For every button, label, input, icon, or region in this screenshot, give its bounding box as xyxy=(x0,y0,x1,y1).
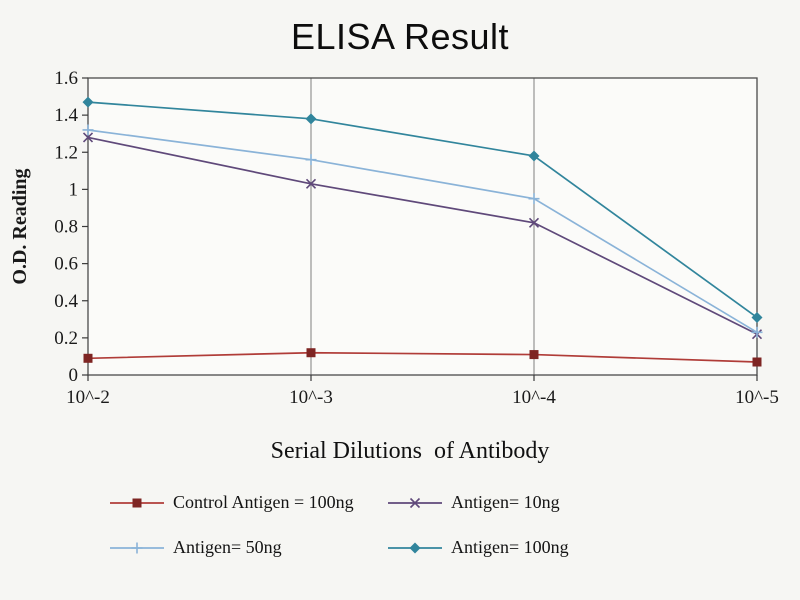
plot-background xyxy=(88,78,757,375)
legend: Control Antigen = 100ng Antigen= 10ng An… xyxy=(108,492,569,558)
y-tick-label: 1.2 xyxy=(54,142,78,163)
legend-key-icon xyxy=(110,542,164,553)
y-tick-label: 1.6 xyxy=(54,68,78,89)
legend-item-antigen-10ng: Antigen= 10ng xyxy=(386,492,569,513)
legend-item-antigen-50ng: Antigen= 50ng xyxy=(108,537,386,558)
y-tick-label: 0.4 xyxy=(54,291,78,312)
chart-title: ELISA Result xyxy=(290,16,510,57)
series-line xyxy=(87,101,758,319)
legend-key-icon xyxy=(388,542,442,553)
legend-key-icon xyxy=(110,498,164,507)
y-axis-title: O.D. Reading xyxy=(9,168,31,284)
y-tick-label: 0.2 xyxy=(54,328,78,349)
plot-area: 0 0.2 0.4 0.6 0.8 1 1.2 1.4 1.6 10^-2 10^-3 10^-4 10… xyxy=(9,68,779,408)
y-tick-label: 1 xyxy=(69,179,79,200)
legend-item-label: Antigen= 100ng xyxy=(451,537,569,557)
series-line xyxy=(87,129,758,334)
x-tick-label: 10^-5 xyxy=(735,387,779,408)
legend-item-label: Antigen= 50ng xyxy=(173,537,282,557)
x-tick-label: 10^-2 xyxy=(66,387,110,408)
legend-item-antigen-100ng: Antigen= 100ng xyxy=(386,537,569,558)
y-tick-label: 0.6 xyxy=(54,254,78,275)
x-tick-label: 10^-3 xyxy=(289,387,333,408)
series-line xyxy=(87,136,758,335)
legend-key-icon xyxy=(388,497,442,508)
legend-item-label: Control Antigen = 100ng xyxy=(173,492,354,512)
x-axis-title: Serial Dilutions of Antibody xyxy=(270,438,550,464)
y-tick-label: 0.8 xyxy=(54,217,78,238)
y-tick-label: 1.4 xyxy=(54,105,78,126)
legend-item-label: Antigen= 10ng xyxy=(451,492,560,512)
x-tick-label: 10^-4 xyxy=(512,387,556,408)
legend-item-control-antigen-100ng: Control Antigen = 100ng xyxy=(108,492,386,513)
series-line xyxy=(87,351,758,363)
y-tick-label: 0 xyxy=(69,365,79,386)
